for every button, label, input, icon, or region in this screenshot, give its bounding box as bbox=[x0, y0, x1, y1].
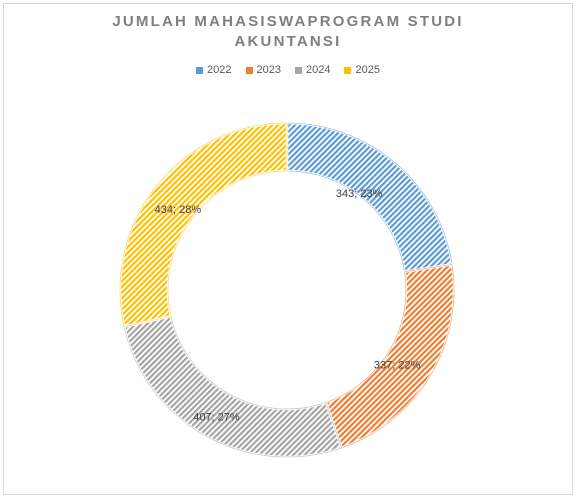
legend-label-2023: 2023 bbox=[256, 64, 281, 76]
donut-slice-2025 bbox=[118, 121, 289, 329]
donut-slice-outline-2025 bbox=[119, 122, 288, 328]
legend-item-2025: 2025 bbox=[344, 64, 380, 76]
data-label-2025: 434; 28% bbox=[155, 204, 202, 216]
legend-label-2022: 2022 bbox=[207, 64, 232, 76]
legend-swatch-2025 bbox=[344, 66, 352, 74]
data-label-2024: 407; 27% bbox=[193, 412, 240, 424]
legend-item-2022: 2022 bbox=[196, 64, 232, 76]
legend: 2022 2023 2024 2025 bbox=[4, 64, 572, 76]
chart-title: JUMLAH MAHASISWAPROGRAM STUDI AKUNTANSI bbox=[4, 12, 572, 52]
legend-label-2025: 2025 bbox=[355, 64, 380, 76]
legend-label-2024: 2024 bbox=[306, 64, 331, 76]
legend-swatch-2023 bbox=[245, 66, 253, 74]
data-label-2022: 343; 23% bbox=[336, 188, 383, 200]
legend-item-2023: 2023 bbox=[245, 64, 281, 76]
chart-title-line-1: JUMLAH MAHASISWAPROGRAM STUDI bbox=[112, 13, 464, 30]
legend-swatch-2022 bbox=[196, 66, 204, 74]
donut-slice-2023 bbox=[324, 263, 456, 450]
legend-swatch-2024 bbox=[295, 66, 302, 74]
legend-item-2024: 2024 bbox=[295, 64, 330, 76]
donut-slice-2024 bbox=[122, 314, 344, 459]
data-label-2023: 337; 22% bbox=[374, 359, 421, 371]
chart-title-line-2: AKUNTANSI bbox=[234, 33, 342, 50]
